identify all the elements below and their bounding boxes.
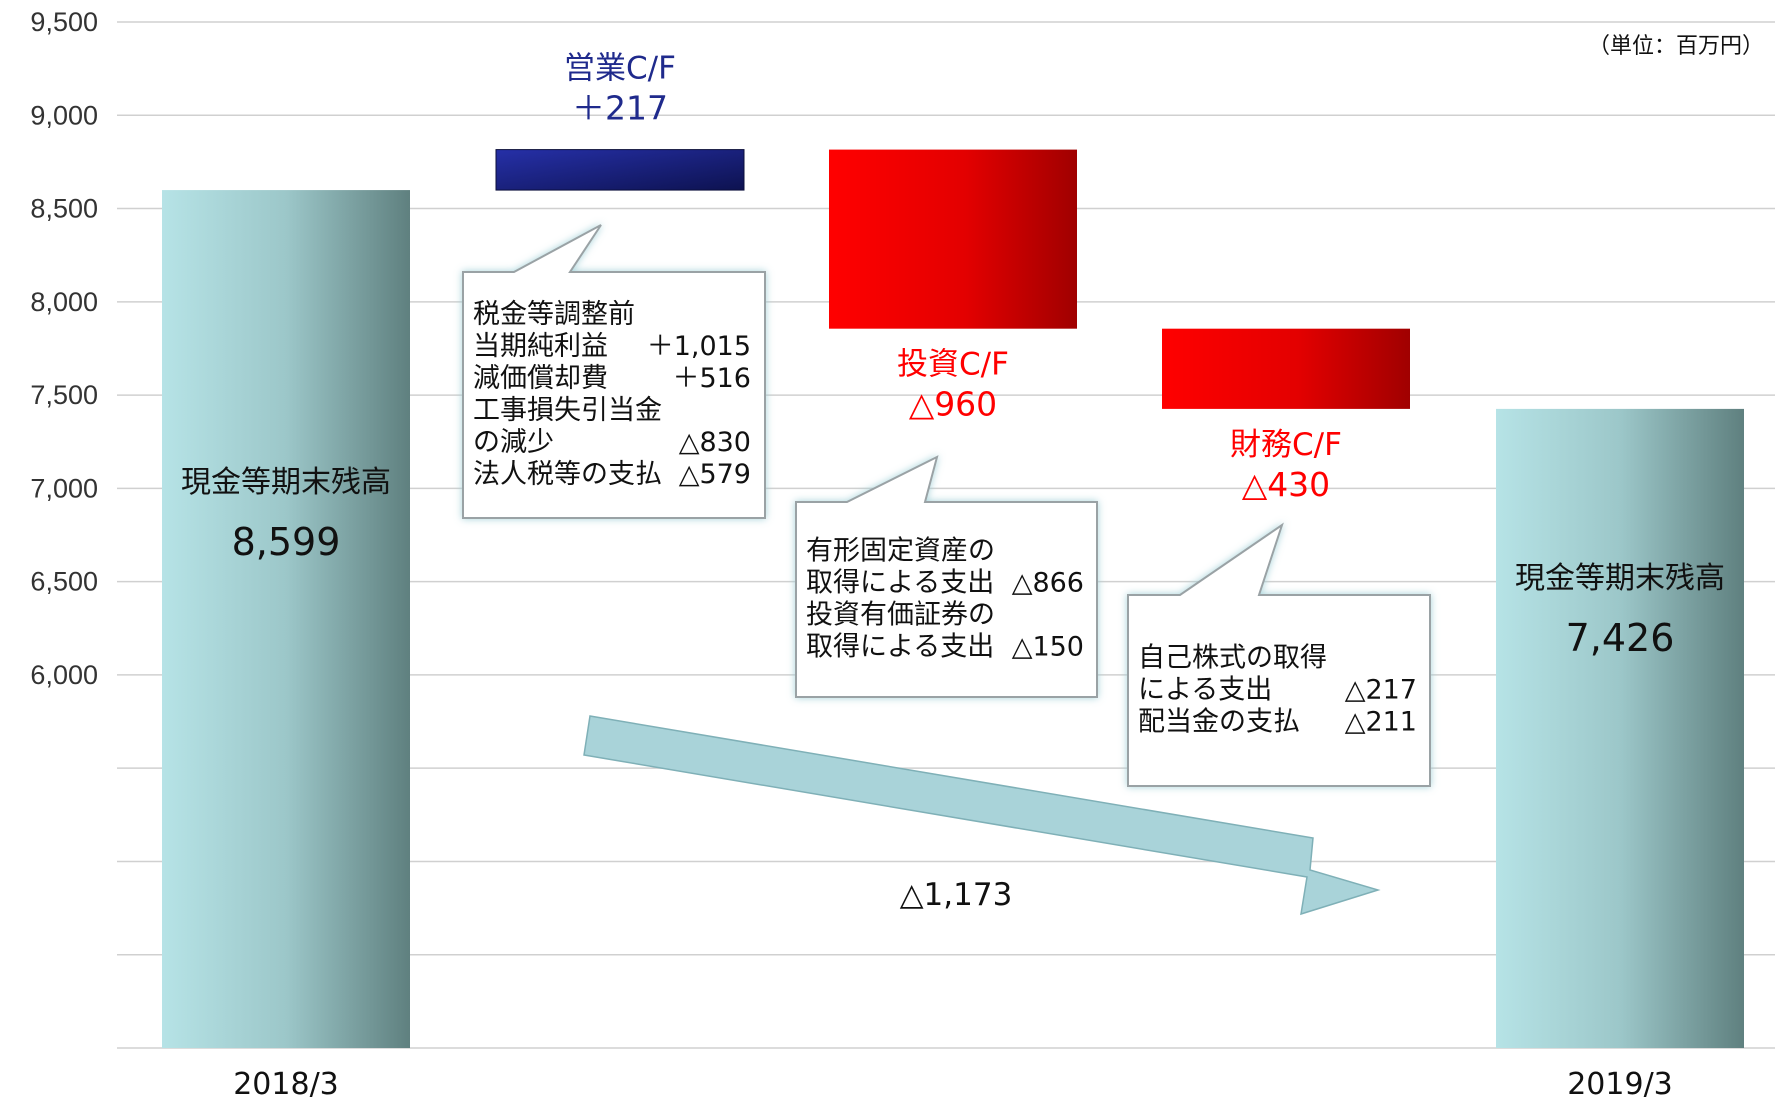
callout-item-value: △830: [679, 427, 751, 458]
callout-item-value: ＋1,015: [647, 331, 751, 362]
bar-name-label: 現金等期末残高: [181, 465, 391, 500]
x-axis-categories: 2018/3 2019/3: [233, 1067, 1673, 1099]
callout-bubble: [795, 455, 1098, 698]
bar-total-4: [1496, 408, 1744, 1048]
callout-item-value: △866: [1012, 568, 1084, 599]
y-tick-label: 6,500: [30, 567, 98, 597]
callout-item-value: △579: [679, 459, 751, 490]
callout-item-value: ＋516: [672, 363, 751, 394]
bar-value-label: 8,599: [232, 520, 341, 564]
callout-item-value: △217: [1345, 675, 1417, 706]
callout-item-label: 当期純利益: [473, 331, 608, 362]
net-change-label: △1,173: [900, 877, 1013, 913]
callout-item-value: △150: [1012, 632, 1084, 663]
callout-item-label: 投資有価証券の: [806, 600, 995, 631]
bar-total-0: [162, 190, 410, 1048]
callout-bubble: [1127, 522, 1431, 787]
bar-labels: 現金等期末残高 8,599 営業C/F＋217 投資C/F△960 財務C/F△430 現…: [181, 51, 1725, 660]
y-tick-label: 9,000: [30, 100, 98, 130]
callout-item-label: 工事損失引当金: [473, 395, 662, 426]
bar-value-label: 7,426: [1566, 616, 1675, 660]
flow-value-label: ＋217: [572, 89, 668, 128]
flow-value-label: △430: [1242, 465, 1330, 504]
y-tick-label: 8,500: [30, 194, 98, 224]
callout-item-label: 取得による支出: [806, 632, 994, 663]
y-tick-label: 7,000: [30, 473, 98, 503]
callout-item-label: 税金等調整前: [473, 299, 635, 330]
bar-flow-1: [495, 149, 745, 191]
y-axis-ticks: 9,500 9,000 8,500 8,000 7,500 7,000 6,500 6,000: [30, 7, 98, 690]
x-category-label: 2019/3: [1567, 1067, 1673, 1099]
net-change-arrow: [583, 715, 1381, 916]
callout-item-value: △211: [1345, 707, 1417, 738]
callout-item-label: 減価償却費: [473, 363, 608, 394]
callout-item-label: による支出: [1138, 675, 1272, 706]
bar-name-label: 現金等期末残高: [1515, 561, 1725, 596]
callout-item-label: 自己株式の取得: [1138, 643, 1327, 674]
flow-value-label: △960: [909, 385, 997, 424]
y-tick-label: 9,500: [30, 7, 98, 37]
bar-flow-2: [829, 149, 1077, 329]
callout-item-label: 法人税等の支払: [473, 459, 662, 490]
y-tick-label: 7,500: [30, 380, 98, 410]
bars: [162, 149, 1744, 1048]
y-tick-label: 6,000: [30, 660, 98, 690]
flow-name-label: 投資C/F: [897, 347, 1009, 383]
net-change-arrow-group: △1,173: [583, 715, 1381, 916]
y-tick-label: 8,000: [30, 287, 98, 317]
callout-item-label: 有形固定資産の: [806, 536, 995, 567]
callout-bubble: [462, 224, 766, 519]
bar-flow-3: [1162, 328, 1410, 409]
x-category-label: 2018/3: [233, 1067, 339, 1099]
flow-name-label: 営業C/F: [564, 51, 676, 87]
flow-name-label: 財務C/F: [1230, 427, 1342, 463]
unit-label: （単位：百万円）: [1588, 34, 1764, 59]
callout-item-label: 取得による支出: [806, 568, 994, 599]
callout-item-label: 配当金の支払: [1138, 707, 1300, 738]
callout-item-label: の減少: [473, 427, 554, 458]
